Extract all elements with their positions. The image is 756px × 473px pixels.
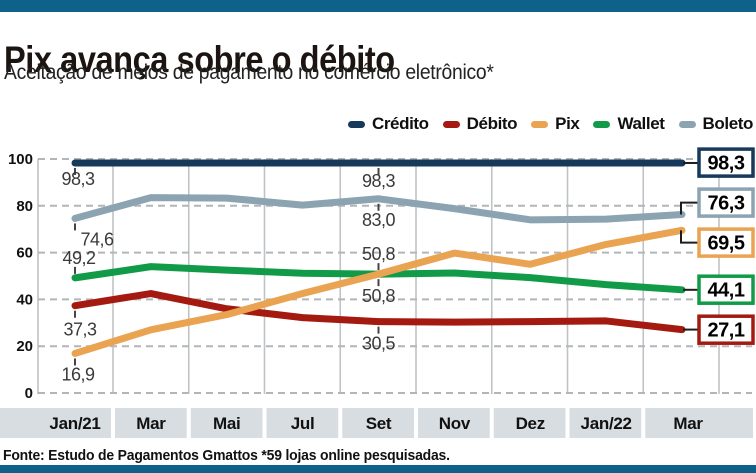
connector-line xyxy=(680,230,699,244)
value-box-label: 69,5 xyxy=(708,233,745,255)
x-category-cell xyxy=(569,408,642,438)
legend-label: Boleto xyxy=(702,114,754,133)
point-label: 50,8 xyxy=(362,244,396,264)
point-label: 37,3 xyxy=(63,320,97,340)
y-axis-tick-label: 80 xyxy=(16,198,33,215)
x-category-cell xyxy=(418,408,490,438)
x-category-cell xyxy=(493,408,566,438)
connector-line xyxy=(680,201,699,215)
x-category-cell xyxy=(0,408,111,438)
y-axis-tick-label: 40 xyxy=(16,291,33,308)
legend-swatch-debito xyxy=(442,120,460,128)
point-label: 30,5 xyxy=(362,334,396,354)
legend-item-credito: Crédito xyxy=(347,114,429,134)
page-title: Pix avança sobre o débito xyxy=(4,38,395,80)
x-category-cell xyxy=(342,408,414,438)
x-category-cell xyxy=(645,408,753,438)
point-label: 50,8 xyxy=(362,286,396,306)
x-category-label: Nov xyxy=(439,414,471,433)
x-category-label: Jan/22 xyxy=(581,414,632,433)
chart-legend: Crédito Débito Pix Wallet Boleto xyxy=(347,114,754,134)
value-box-label: 44,1 xyxy=(708,280,745,302)
point-label: 98,3 xyxy=(61,169,95,189)
x-category-label: Dez xyxy=(516,414,545,433)
value-box-wallet xyxy=(697,274,755,305)
point-label: 74,6 xyxy=(80,229,114,249)
y-axis-tick-label: 20 xyxy=(16,338,33,355)
x-category-label: Set xyxy=(366,414,392,433)
x-category-cell xyxy=(115,408,187,438)
x-category-label: Jul xyxy=(291,414,315,433)
legend-swatch-boleto xyxy=(678,120,696,128)
y-axis-tick-label: 60 xyxy=(16,245,33,262)
chart-area: Jan/21 Mar Mai Jul Set Nov Dez Jan/22 Mar 0 20 40 60… xyxy=(0,140,756,442)
legend-label: Wallet xyxy=(617,114,665,133)
value-box-debito xyxy=(697,314,755,345)
legend-swatch-pix xyxy=(531,120,549,128)
x-category-label: Mai xyxy=(213,414,240,433)
legend-item-debito: Débito xyxy=(442,114,518,134)
x-category-label: Mar xyxy=(673,414,703,433)
bottom-accent-bar xyxy=(0,465,756,473)
chart-svg: Jan/21 Mar Mai Jul Set Nov Dez Jan/22 Mar 0 20 40 60… xyxy=(0,147,755,438)
point-label: 16,9 xyxy=(61,364,95,384)
value-box-boleto xyxy=(697,187,755,218)
legend-item-wallet: Wallet xyxy=(593,114,665,134)
series-line-pix xyxy=(71,226,686,357)
value-box-label: 27,1 xyxy=(708,320,745,342)
source-note: Fonte: Estudo de Pagamentos Gmattos *59 … xyxy=(3,447,450,464)
top-accent-bar xyxy=(0,0,756,12)
value-box-label: 98,3 xyxy=(708,153,745,175)
x-category-cell xyxy=(190,408,263,438)
legend-swatch-credito xyxy=(347,120,365,128)
legend-swatch-wallet xyxy=(593,120,611,128)
x-category-label: Mar xyxy=(136,414,166,433)
legend-item-pix: Pix xyxy=(531,114,580,134)
point-label: 49,2 xyxy=(62,248,96,268)
series-line-debito xyxy=(71,290,686,334)
value-box-credito xyxy=(697,147,755,178)
legend-label: Pix xyxy=(555,114,580,133)
legend-item-boleto: Boleto xyxy=(678,114,754,134)
value-box-pix xyxy=(697,227,755,258)
y-axis-tick-label: 0 xyxy=(25,385,33,402)
point-label: 98,3 xyxy=(362,171,396,191)
series-line-boleto xyxy=(71,194,686,224)
legend-label: Débito xyxy=(466,114,518,133)
x-category-cell xyxy=(266,408,339,438)
point-label: 83,0 xyxy=(362,210,396,230)
x-category-label: Jan/21 xyxy=(49,414,100,433)
value-box-label: 76,3 xyxy=(708,193,745,215)
y-axis-tick-label: 100 xyxy=(8,151,33,168)
legend-label: Crédito xyxy=(371,114,429,133)
page-subtitle: Aceitação de meios de pagamento no comér… xyxy=(4,61,494,84)
